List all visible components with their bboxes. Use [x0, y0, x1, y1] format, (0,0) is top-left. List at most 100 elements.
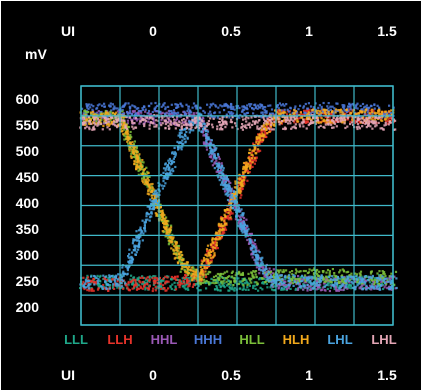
data-point [129, 142, 132, 145]
data-point [262, 282, 265, 285]
data-point [176, 282, 179, 285]
data-point [265, 268, 268, 271]
data-point [247, 228, 250, 231]
data-point [79, 286, 82, 290]
data-point [308, 268, 311, 271]
data-point [127, 255, 130, 258]
data-point [177, 283, 180, 286]
data-point [281, 288, 284, 291]
data-point [286, 116, 289, 119]
data-point [175, 103, 178, 106]
data-point [373, 277, 376, 280]
data-point [251, 251, 254, 254]
data-point [235, 124, 238, 127]
data-point [347, 270, 350, 273]
data-point [277, 112, 280, 115]
data-point [181, 139, 184, 142]
data-point [388, 114, 391, 117]
data-point [165, 229, 168, 232]
data-point [226, 208, 229, 211]
data-point [220, 223, 223, 226]
data-point [175, 248, 178, 251]
data-point [243, 108, 246, 111]
data-point [237, 184, 240, 187]
data-point [237, 214, 240, 217]
data-point [223, 109, 226, 112]
data-point [187, 268, 190, 271]
data-point [236, 189, 239, 192]
series-lhl-6 [79, 112, 398, 291]
data-point [268, 127, 271, 130]
data-point [231, 270, 234, 273]
data-point [280, 111, 283, 114]
data-point [172, 236, 175, 239]
data-point [227, 111, 230, 114]
data-point [218, 111, 221, 114]
data-point [267, 271, 270, 274]
data-point [144, 110, 147, 113]
data-point [299, 104, 302, 107]
data-point [124, 265, 127, 268]
data-point [153, 276, 157, 279]
data-point [206, 130, 210, 133]
data-point [364, 281, 367, 284]
data-point [357, 120, 360, 123]
data-point [143, 118, 146, 121]
data-point [137, 236, 140, 239]
data-point [167, 159, 170, 162]
data-point [276, 279, 279, 282]
data-point [348, 274, 351, 277]
data-point [253, 284, 256, 287]
data-point [123, 121, 126, 124]
data-point [304, 280, 307, 283]
data-point [342, 276, 345, 279]
data-point [140, 110, 143, 113]
data-point [86, 289, 89, 292]
data-point [324, 121, 327, 124]
data-point [207, 251, 211, 254]
data-point [270, 276, 273, 279]
data-point [299, 276, 302, 279]
data-point [284, 277, 287, 281]
data-point [351, 109, 354, 112]
data-point [174, 165, 177, 169]
data-point [269, 125, 272, 128]
data-point [318, 281, 321, 284]
data-point [200, 271, 203, 274]
data-point [331, 284, 334, 287]
data-point [294, 278, 297, 281]
data-point [224, 122, 228, 125]
data-point [287, 110, 291, 113]
data-point [283, 288, 286, 291]
data-point [359, 270, 363, 273]
data-point [288, 284, 291, 287]
data-point [221, 180, 224, 183]
data-point [248, 171, 251, 174]
data-point [150, 102, 153, 105]
data-point [147, 120, 150, 123]
data-point [127, 256, 130, 259]
data-point [97, 284, 100, 287]
data-point [97, 110, 100, 113]
data-point [201, 281, 204, 284]
data-point [253, 270, 256, 273]
data-point [108, 276, 111, 279]
data-point [292, 279, 295, 282]
data-point [158, 190, 161, 193]
data-point [146, 185, 149, 188]
data-point [143, 225, 146, 228]
data-point [203, 142, 206, 145]
data-point [329, 286, 332, 289]
data-point [112, 107, 115, 110]
data-point [390, 272, 393, 275]
data-point [190, 272, 193, 275]
data-point [133, 160, 136, 163]
data-point [390, 118, 393, 122]
data-point [184, 277, 187, 281]
data-point [128, 147, 131, 150]
data-point [96, 117, 99, 120]
data-point [259, 264, 262, 267]
data-point [251, 250, 254, 253]
data-point [134, 253, 137, 256]
data-point [248, 279, 252, 282]
